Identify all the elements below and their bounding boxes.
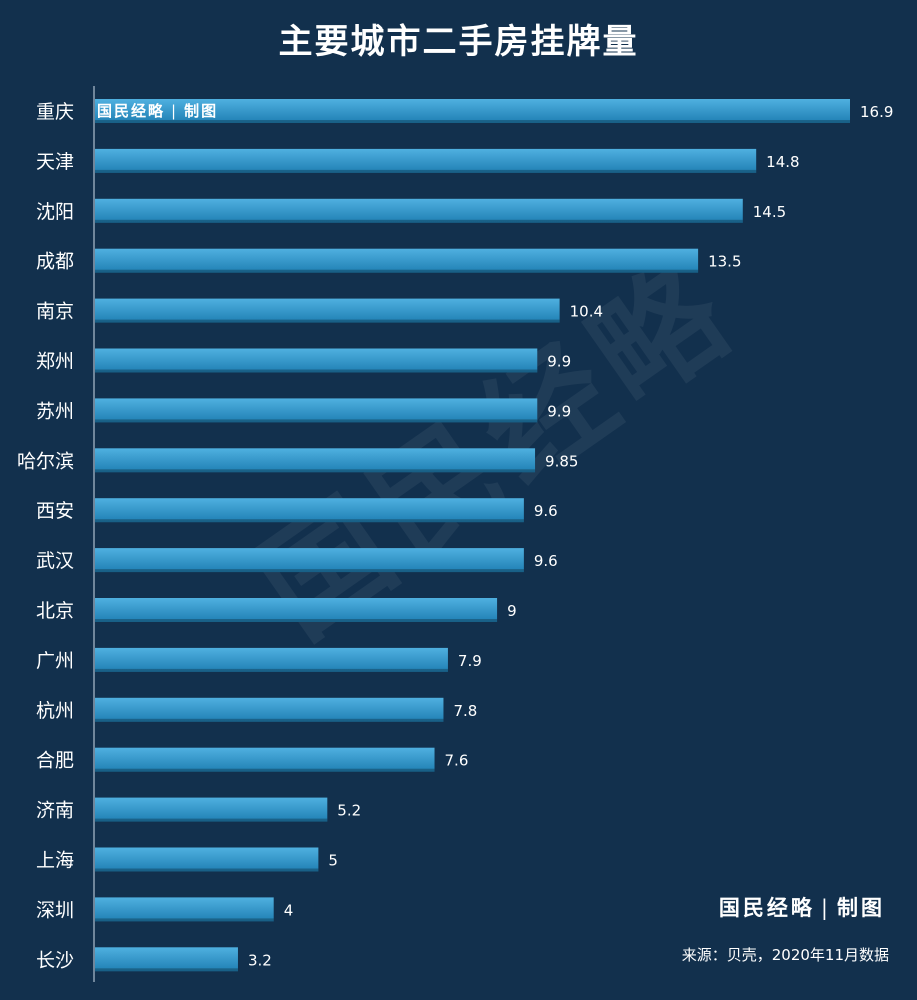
value-label-2: 14.5 xyxy=(753,203,786,221)
value-label-5: 9.9 xyxy=(547,353,571,371)
bar-shadow-13 xyxy=(95,768,435,772)
brand-footer-name: 国民经略 xyxy=(718,895,815,920)
bar-shadow-2 xyxy=(95,219,743,223)
bar-shadow-6 xyxy=(95,419,538,423)
bar-7 xyxy=(95,448,536,473)
brand-footer-suffix: 制图 xyxy=(837,895,885,920)
bar-15 xyxy=(95,847,319,872)
bar-shadow-17 xyxy=(95,968,238,972)
category-label-14: 济南 xyxy=(36,800,74,822)
category-label-1: 天津 xyxy=(36,151,74,173)
value-label-0: 16.9 xyxy=(860,103,893,121)
category-label-13: 合肥 xyxy=(36,750,74,772)
bar-16 xyxy=(95,897,274,922)
value-label-1: 14.8 xyxy=(766,153,799,171)
category-label-17: 长沙 xyxy=(36,949,74,971)
category-label-12: 杭州 xyxy=(36,700,74,722)
brand-footer: 国民经略 | 制图 xyxy=(719,892,885,922)
brand-name: 国民经略 xyxy=(97,102,166,120)
bar-10 xyxy=(95,598,498,622)
value-label-3: 13.5 xyxy=(708,253,741,271)
category-label-10: 北京 xyxy=(36,600,74,622)
brand-separator: | xyxy=(171,102,179,120)
bar-6 xyxy=(95,398,538,423)
category-label-16: 深圳 xyxy=(36,899,74,921)
value-label-9: 9.6 xyxy=(534,552,558,570)
bar-5 xyxy=(95,348,538,373)
bar-shadow-10 xyxy=(95,619,498,622)
bar-4 xyxy=(95,298,560,323)
value-label-15: 5 xyxy=(328,852,338,870)
bar-shadow-16 xyxy=(95,918,274,922)
category-label-2: 沈阳 xyxy=(36,201,74,223)
bar-shadow-4 xyxy=(95,319,560,323)
bar-shadow-5 xyxy=(95,369,538,373)
bar-shadow-3 xyxy=(95,269,699,273)
bar-shadow-1 xyxy=(95,169,757,173)
bar-13 xyxy=(95,747,435,772)
value-label-10: 9 xyxy=(507,602,517,620)
category-label-8: 西安 xyxy=(36,500,74,522)
category-label-4: 南京 xyxy=(36,301,74,323)
value-label-17: 3.2 xyxy=(248,951,272,969)
value-label-8: 9.6 xyxy=(534,502,558,520)
bar-shadow-11 xyxy=(95,668,448,672)
bar-shadow-12 xyxy=(95,718,444,722)
bar-shadow-8 xyxy=(95,519,524,523)
category-label-11: 广州 xyxy=(36,650,74,672)
category-label-6: 苏州 xyxy=(36,400,74,422)
value-label-14: 5.2 xyxy=(337,802,361,820)
bar-shadow-9 xyxy=(95,569,524,573)
value-label-16: 4 xyxy=(284,901,294,919)
bar-shadow-7 xyxy=(95,469,536,473)
bar-14 xyxy=(95,797,328,822)
bar-17 xyxy=(95,947,238,972)
bar-8 xyxy=(95,498,524,523)
bar-0 xyxy=(95,99,850,123)
category-label-0: 重庆 xyxy=(36,101,74,123)
bar-shadow-0 xyxy=(95,120,850,123)
brand-label-inline: 国民经略 | 制图 xyxy=(97,100,218,122)
chart-title: 主要城市二手房挂牌量 xyxy=(278,22,639,62)
category-label-9: 武汉 xyxy=(36,550,74,572)
category-label-5: 郑州 xyxy=(36,351,74,373)
value-label-13: 7.6 xyxy=(445,752,469,770)
bar-3 xyxy=(95,248,699,273)
source-note: 来源：贝壳，2020年11月数据 xyxy=(681,946,889,964)
value-label-12: 7.8 xyxy=(453,702,477,720)
value-label-4: 10.4 xyxy=(570,303,603,321)
bar-2 xyxy=(95,198,743,223)
category-label-3: 成都 xyxy=(36,251,74,273)
bar-12 xyxy=(95,697,444,722)
brand-suffix: 制图 xyxy=(184,102,219,120)
bar-9 xyxy=(95,548,524,573)
value-label-11: 7.9 xyxy=(458,652,482,670)
bar-shadow-15 xyxy=(95,868,319,872)
bar-11 xyxy=(95,647,448,672)
bar-1 xyxy=(95,148,757,173)
category-label-15: 上海 xyxy=(36,850,74,872)
brand-footer-separator: | xyxy=(820,896,831,920)
bar-shadow-14 xyxy=(95,818,328,822)
value-label-7: 9.85 xyxy=(545,452,578,470)
value-label-6: 9.9 xyxy=(547,402,571,420)
category-label-7: 哈尔滨 xyxy=(17,450,74,472)
